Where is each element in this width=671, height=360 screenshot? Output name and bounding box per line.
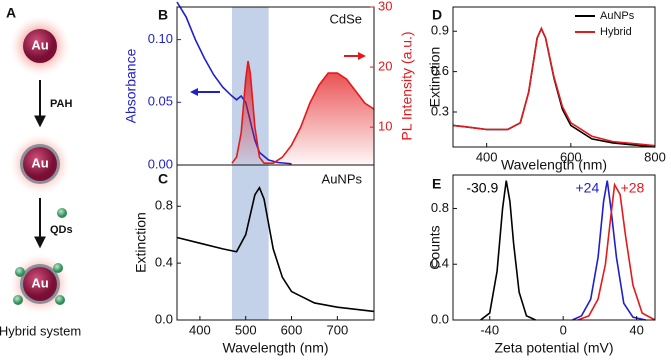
line [480,180,536,321]
schematic: A Au PAH Au QDs Au Hybrid system [0,5,81,339]
qd [55,295,65,305]
line [176,1,292,165]
qd [15,267,25,277]
x-tick-label: 700 [326,322,348,337]
line [572,180,646,321]
y-tick-label: 0.00 [148,156,173,171]
x-axis-label: Wavelength (nm) [501,157,607,173]
x-axis-label: Wavelength (nm) [222,340,328,356]
caption: Hybrid system [0,323,81,338]
qd [53,263,63,273]
y-tick-label: 0.3 [431,103,449,118]
x-tick-label: 400 [189,322,211,337]
y2-axis-label: PL Intensity (a.u.) [399,31,415,140]
y-tick-label: 0.4 [155,255,173,270]
step-label: PAH [50,98,72,110]
y2-tick-label: 20 [378,59,392,74]
plot-frame [452,174,656,321]
line [231,60,375,164]
annotation: CdSe [329,11,362,26]
panel-label: C [158,171,168,187]
particle [23,147,57,181]
line [577,182,656,321]
y-tick-label: 0.05 [148,94,173,109]
line [452,26,656,147]
x-tick-label: 600 [560,149,582,164]
y-tick-label: 0.9 [431,23,449,38]
x-tick-label: 600 [281,322,303,337]
x-tick-label: 400 [476,149,498,164]
y-tick-label: 0.10 [148,31,173,46]
axis-arrow-head [190,88,198,96]
particle [23,29,57,63]
peak-label: +24 [576,180,600,196]
line [176,186,375,313]
plot-frame [452,6,656,148]
y-tick-label: 0.8 [431,200,449,215]
y2-tick-label: 10 [378,119,392,134]
peak-label: -30.9 [466,180,498,196]
plot-frame [176,164,375,321]
y-tick-label: 0.8 [155,198,173,213]
qd [13,295,23,305]
x-tick-label: 40 [629,322,643,337]
panel-label: D [432,7,442,23]
y-axis-label: Absorbance [123,48,139,123]
x-axis-label: Zeta potential (mV) [494,340,613,356]
panel-label: A [6,5,16,21]
particle-label: Au [31,275,48,290]
x-tick-label: 500 [235,322,257,337]
y-tick-label: 0.6 [431,63,449,78]
x-tick-label: 800 [644,149,666,164]
y-axis-label: Counts [427,225,443,269]
legend-label: Hybrid [600,26,632,38]
qd [57,208,67,218]
panel-label: E [432,176,441,192]
particle-label: Au [31,37,48,52]
y-tick-label: 0.0 [431,311,449,326]
area [231,61,374,166]
y2-tick-label: 30 [378,0,392,13]
annotation: AuNPs [322,171,363,186]
peak-label: +28 [621,180,645,196]
particle-label: Au [31,155,48,170]
y-axis-label: Extinction [427,47,443,108]
panel-label: B [158,7,168,23]
legend-label: AuNPs [600,10,635,22]
particle [23,267,57,301]
highlight-band [231,165,269,320]
step-label: QDs [50,224,73,236]
axis-arrow-head [358,52,366,60]
x-tick-label: -40 [480,322,499,337]
y-tick-label: 0.4 [431,256,449,271]
x-tick-label: 0 [560,322,567,337]
y-axis-label: Extinction [133,212,149,273]
y-tick-label: 0.0 [155,311,173,326]
